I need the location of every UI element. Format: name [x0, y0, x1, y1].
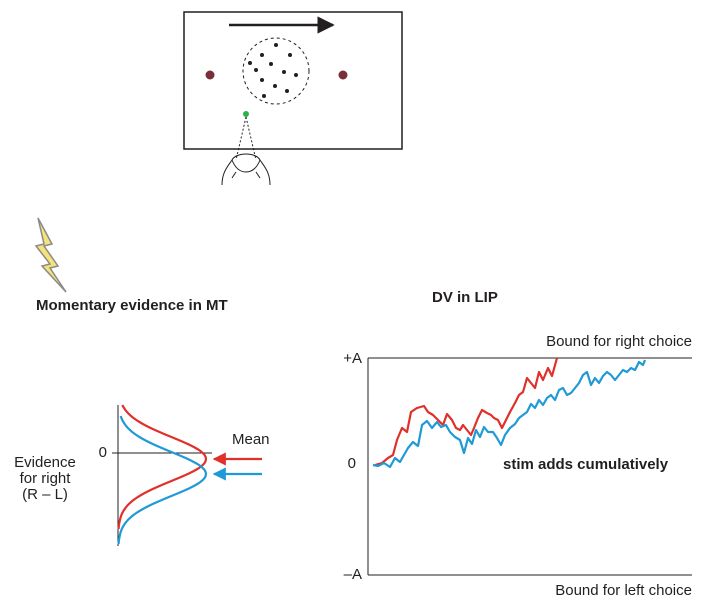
red-distribution — [117, 404, 208, 530]
axis-label: for right — [20, 470, 72, 487]
annotation: stim adds cumulatively — [503, 456, 669, 473]
right-zero: 0 — [348, 455, 356, 472]
right-title: DV in LIP — [432, 289, 498, 306]
dots — [248, 43, 298, 98]
red-trace — [374, 357, 559, 467]
head — [221, 153, 271, 186]
fixation — [243, 111, 249, 117]
axis-label: (R – L) — [22, 486, 68, 503]
target-left — [205, 70, 215, 80]
lower-label: –A — [344, 566, 362, 583]
aperture — [242, 37, 310, 105]
lower-caption: Bound for left choice — [555, 582, 692, 599]
left-title: Momentary evidence in MT — [36, 297, 228, 314]
gaze-lines — [235, 116, 257, 161]
upper-label: +A — [343, 350, 362, 367]
axis-label: Evidence — [14, 454, 76, 471]
blue-distribution — [117, 415, 208, 545]
upper-caption: Bound for right choice — [546, 333, 692, 350]
stimulation-icon — [34, 217, 67, 293]
blue-trace — [372, 359, 647, 469]
left-zero: 0 — [99, 444, 107, 461]
screen — [183, 11, 403, 150]
target-right — [338, 70, 348, 80]
mean-label: Mean — [232, 431, 270, 448]
